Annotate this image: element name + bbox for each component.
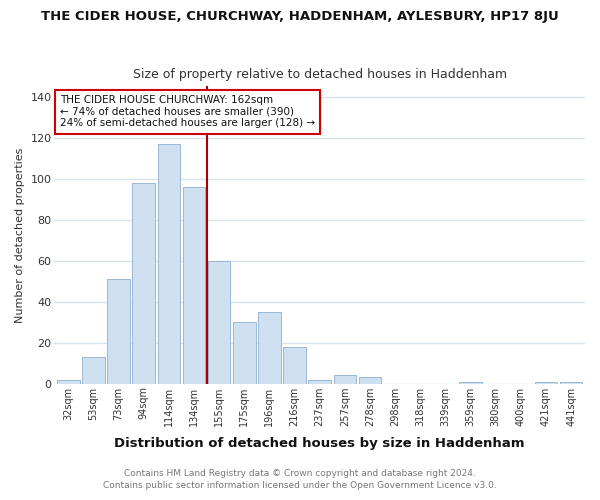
Bar — [208, 260, 230, 384]
Text: THE CIDER HOUSE CHURCHWAY: 162sqm
← 74% of detached houses are smaller (390)
24%: THE CIDER HOUSE CHURCHWAY: 162sqm ← 74% … — [60, 96, 315, 128]
Bar — [158, 144, 180, 384]
Bar — [459, 382, 482, 384]
Bar — [334, 376, 356, 384]
X-axis label: Distribution of detached houses by size in Haddenham: Distribution of detached houses by size … — [115, 437, 525, 450]
Title: Size of property relative to detached houses in Haddenham: Size of property relative to detached ho… — [133, 68, 507, 81]
Bar — [308, 380, 331, 384]
Bar — [233, 322, 256, 384]
Bar — [258, 312, 281, 384]
Bar — [107, 279, 130, 384]
Text: Contains HM Land Registry data © Crown copyright and database right 2024.
Contai: Contains HM Land Registry data © Crown c… — [103, 468, 497, 490]
Bar — [535, 382, 557, 384]
Text: THE CIDER HOUSE, CHURCHWAY, HADDENHAM, AYLESBURY, HP17 8JU: THE CIDER HOUSE, CHURCHWAY, HADDENHAM, A… — [41, 10, 559, 23]
Bar — [182, 187, 205, 384]
Bar — [82, 357, 105, 384]
Bar — [560, 382, 583, 384]
Bar — [133, 182, 155, 384]
Bar — [283, 346, 306, 384]
Bar — [359, 378, 382, 384]
Bar — [57, 380, 80, 384]
Y-axis label: Number of detached properties: Number of detached properties — [15, 148, 25, 322]
